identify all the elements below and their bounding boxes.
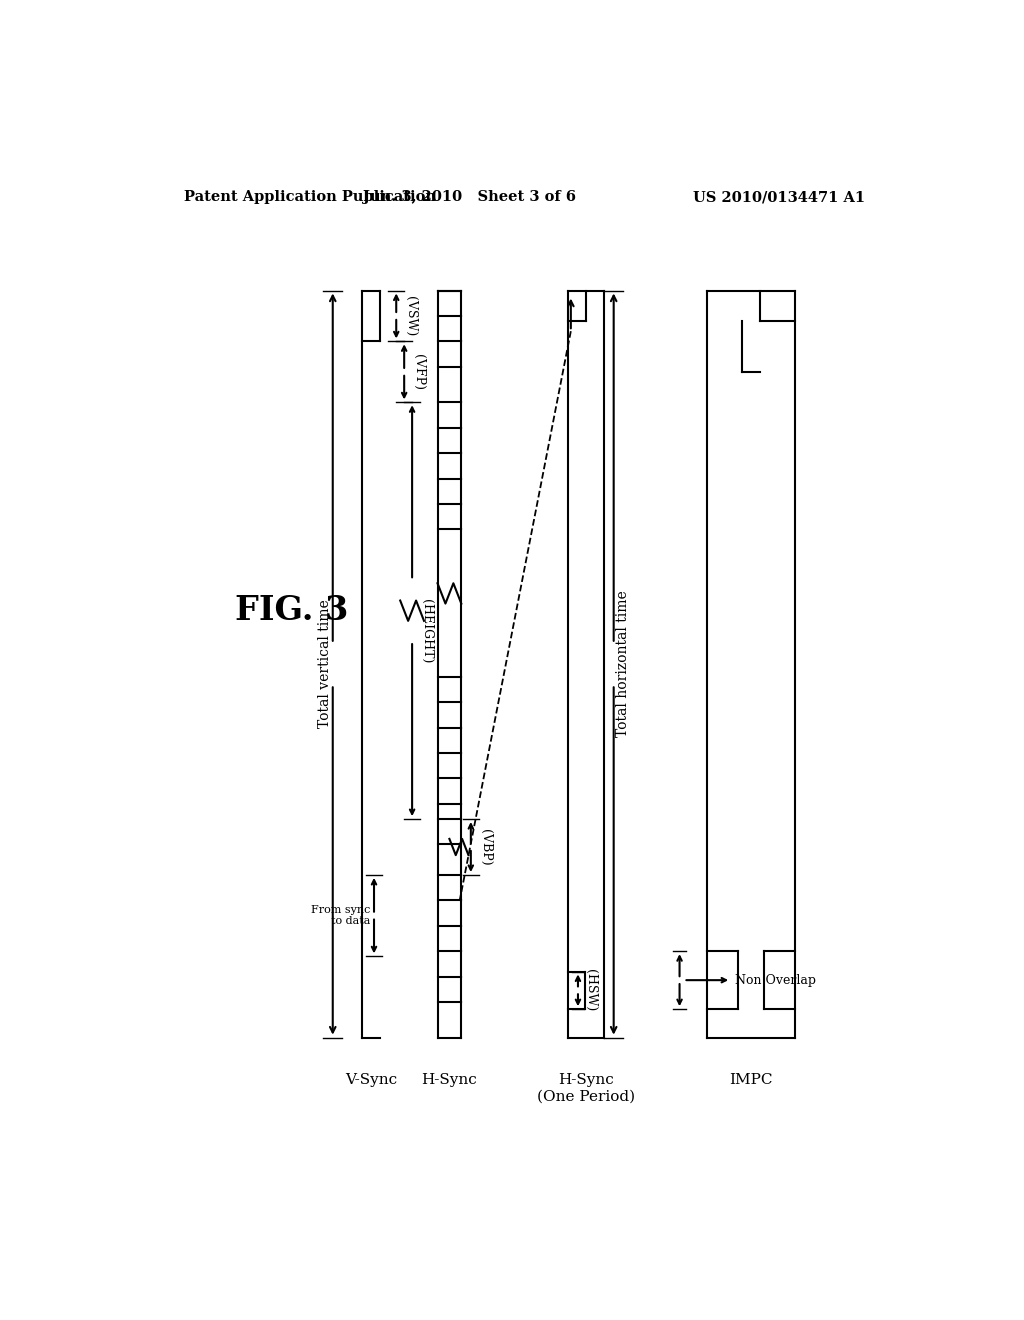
Text: H-Sync: H-Sync	[422, 1073, 477, 1088]
Text: (VBP): (VBP)	[479, 829, 492, 866]
Text: US 2010/0134471 A1: US 2010/0134471 A1	[692, 190, 865, 205]
Text: From sync
to data: From sync to data	[310, 904, 370, 927]
Text: Total vertical time: Total vertical time	[317, 599, 332, 729]
Text: (HEIGHT): (HEIGHT)	[420, 599, 433, 663]
Text: Jun. 3, 2010   Sheet 3 of 6: Jun. 3, 2010 Sheet 3 of 6	[362, 190, 575, 205]
Text: Patent Application Publication: Patent Application Publication	[183, 190, 435, 205]
Text: (HSW): (HSW)	[585, 969, 597, 1011]
Text: (VSW): (VSW)	[404, 296, 417, 337]
Text: FIG. 3: FIG. 3	[236, 594, 348, 627]
Text: V-Sync: V-Sync	[345, 1073, 397, 1088]
Text: Non Overlap: Non Overlap	[735, 974, 816, 986]
Text: H-Sync
(One Period): H-Sync (One Period)	[538, 1073, 635, 1104]
Text: IMPC: IMPC	[729, 1073, 773, 1088]
Text: Total horizontal time: Total horizontal time	[616, 590, 630, 738]
Text: (VFP): (VFP)	[412, 354, 425, 389]
